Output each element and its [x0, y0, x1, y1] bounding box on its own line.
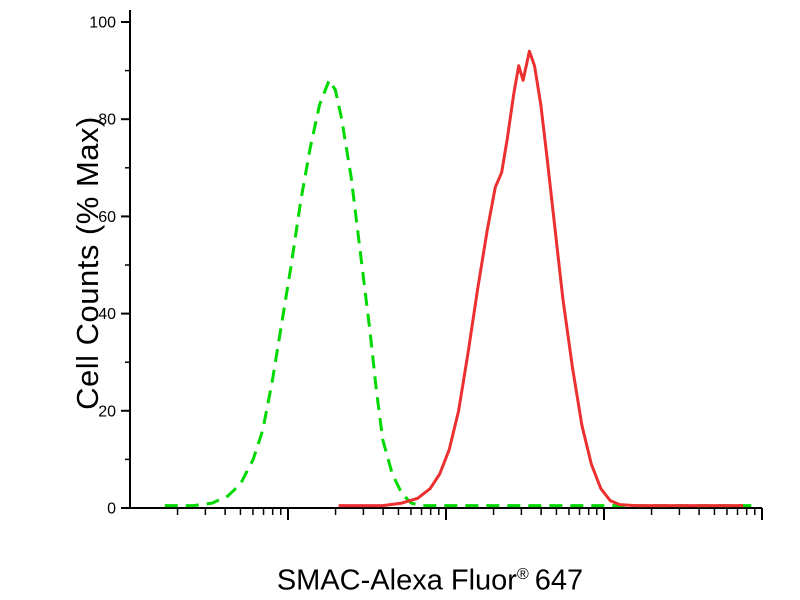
x-axis-label-text: SMAC-Alexa Fluor — [276, 564, 517, 597]
series-red-solid-stained — [338, 49, 743, 508]
registered-mark: ® — [516, 565, 529, 583]
svg-text:100: 100 — [89, 15, 116, 32]
series-green-dashed-control — [164, 78, 756, 508]
svg-text:60: 60 — [98, 209, 116, 226]
svg-text:80: 80 — [98, 112, 116, 129]
x-axis-label-suffix: 647 — [534, 564, 584, 597]
svg-text:20: 20 — [98, 403, 116, 420]
svg-text:40: 40 — [98, 306, 116, 323]
svg-text:0: 0 — [107, 501, 116, 518]
y-axis-label: Cell Counts (% Max) — [70, 116, 105, 410]
x-axis-label: SMAC-Alexa Fluor® 647 — [277, 565, 583, 598]
